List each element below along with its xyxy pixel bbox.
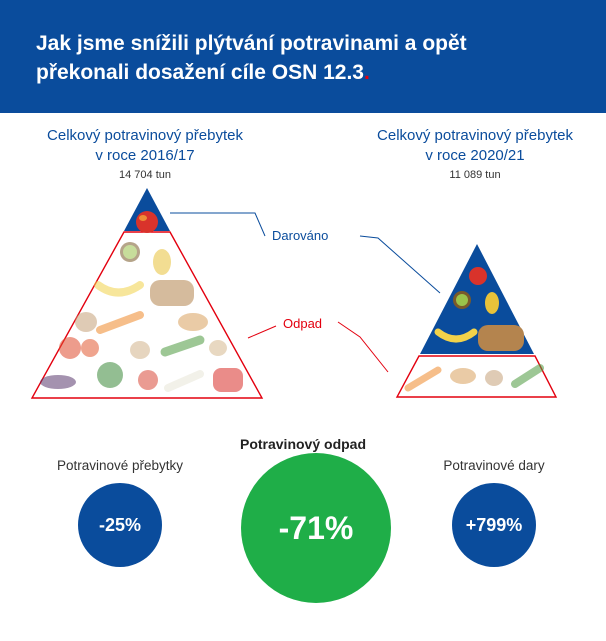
pyramid-diagram	[30, 188, 558, 399]
left-title-line-1: Celkový potravinový přebytek	[47, 127, 243, 144]
left-pyramid-donated-tip	[124, 188, 170, 231]
donated-label: Darováno	[272, 228, 329, 243]
cucumber-icon	[160, 335, 205, 357]
donations-stat-label: Potravinové dary	[443, 458, 545, 473]
carrot-icon-right	[404, 366, 442, 392]
bread-icon	[150, 280, 194, 306]
carrot-icon	[96, 311, 144, 334]
potato-icon-right	[485, 370, 503, 386]
donated-connector-left	[170, 212, 266, 237]
broccoli-icon	[97, 362, 123, 388]
banana-icon-right	[434, 328, 478, 343]
leek-icon	[164, 370, 204, 392]
left-pyramid-title: Celkový potravinový přebytek v roce 2016…	[5, 126, 285, 166]
eggplant-icon	[40, 375, 76, 389]
croissant-icon	[178, 313, 208, 331]
bread-icon-right	[478, 325, 524, 351]
left-amount: 14 704 tun	[119, 169, 171, 181]
left-pyramid	[30, 188, 264, 399]
right-amount: 11 089 tun	[449, 169, 501, 181]
right-title-line-1: Celkový potravinový přebytek	[377, 127, 573, 144]
cucumber-icon-right	[511, 364, 544, 388]
waste-label: Odpad	[283, 316, 323, 331]
potato-icon-2	[130, 341, 150, 359]
waste-connector-left	[247, 325, 277, 339]
surplus-stat-circle: -25%	[78, 483, 162, 567]
kiwi-icon-right	[453, 291, 471, 309]
pear-icon-right	[485, 292, 499, 314]
surplus-stat-value: -25%	[98, 514, 142, 535]
apple-icon-right	[469, 267, 487, 285]
potato-icon-3	[209, 340, 227, 356]
right-title-line-2: v roce 2020/21	[425, 147, 525, 164]
croissant-icon-right	[450, 368, 476, 384]
tomato-icon	[59, 337, 99, 359]
left-title-line-2: v roce 2016/17	[95, 147, 195, 164]
apple-icon-2	[138, 370, 158, 390]
potato-icon	[75, 312, 97, 332]
surplus-stat-label: Potravinové přebytky	[56, 458, 184, 473]
header-banner: Jak jsme snížili plýtvání potravinami a …	[0, 0, 606, 113]
right-pyramid	[395, 244, 558, 398]
pepper-icon	[213, 368, 243, 392]
pear-icon	[153, 249, 171, 275]
waste-connector-right	[337, 321, 389, 373]
apple-icon	[136, 211, 158, 233]
waste-stat-label: Potravinový odpad	[239, 436, 367, 452]
title-line-1: Jak jsme snížili plýtvání potravinami a …	[36, 32, 467, 55]
donations-stat-value: +799%	[465, 514, 523, 535]
waste-stat-circle: -71%	[241, 453, 391, 603]
page-title: Jak jsme snížili plýtvání potravinami a …	[36, 29, 576, 87]
donated-connector-right	[359, 235, 441, 294]
kiwi-icon	[120, 242, 140, 262]
waste-stat-value: -71%	[278, 509, 354, 546]
right-pyramid-title: Celkový potravinový přebytek v roce 2020…	[335, 126, 606, 166]
banana-icon	[94, 281, 144, 297]
title-line-2: překonali dosažení cíle OSN 12.3	[36, 61, 364, 84]
donations-stat-circle: +799%	[452, 483, 536, 567]
title-red-dot: .	[363, 61, 370, 84]
